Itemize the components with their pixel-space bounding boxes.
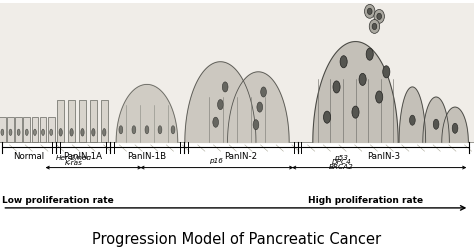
Ellipse shape [359,73,366,85]
Bar [32,117,38,142]
Bar [90,100,97,142]
Ellipse shape [352,106,359,118]
Ellipse shape [340,56,347,68]
Ellipse shape [102,129,106,136]
Bar [68,100,75,142]
Ellipse shape [333,81,340,93]
Ellipse shape [222,82,228,92]
Text: p16: p16 [209,158,223,164]
Bar [79,100,86,142]
Ellipse shape [372,23,377,30]
Ellipse shape [59,129,63,136]
Polygon shape [228,72,289,142]
Ellipse shape [369,19,380,34]
Text: DPC4: DPC4 [331,159,351,165]
Bar [48,117,55,142]
Ellipse shape [70,129,73,136]
Polygon shape [116,84,178,142]
Text: Normal: Normal [14,152,45,162]
Polygon shape [313,42,398,142]
Text: Her-2/neu: Her-2/neu [55,155,91,161]
Bar [15,117,22,142]
Bar [0,117,6,142]
Ellipse shape [410,115,415,125]
Polygon shape [423,97,449,142]
Bar [0,3,474,142]
Ellipse shape [158,126,162,134]
Ellipse shape [218,100,223,110]
Polygon shape [399,87,426,142]
Text: Progression Model of Pancreatic Cancer: Progression Model of Pancreatic Cancer [92,232,382,247]
Ellipse shape [366,48,374,60]
Text: High proliferation rate: High proliferation rate [308,196,423,205]
Ellipse shape [81,129,84,136]
Ellipse shape [374,9,384,23]
Ellipse shape [257,102,263,112]
Text: PanIN-1B: PanIN-1B [128,152,166,162]
Ellipse shape [9,129,12,136]
Ellipse shape [367,8,372,15]
Bar [40,117,46,142]
Ellipse shape [365,4,375,18]
Polygon shape [442,107,468,142]
Ellipse shape [253,120,259,130]
Polygon shape [185,62,256,142]
Bar [101,100,108,142]
Text: PanIN-3: PanIN-3 [367,152,400,162]
Text: PanIN-1A: PanIN-1A [64,152,102,162]
Bar [23,117,30,142]
Ellipse shape [433,119,439,129]
Ellipse shape [26,129,28,136]
Bar [57,100,64,142]
Ellipse shape [452,123,458,133]
Ellipse shape [132,126,136,134]
Ellipse shape [323,111,331,123]
Ellipse shape [119,126,123,134]
Text: Low proliferation rate: Low proliferation rate [2,196,114,205]
Ellipse shape [377,13,382,20]
Text: PanIN-2: PanIN-2 [224,152,257,162]
Ellipse shape [375,91,383,103]
Text: BRCA2: BRCA2 [329,164,354,170]
Ellipse shape [383,66,390,78]
Ellipse shape [50,129,53,136]
Ellipse shape [213,117,219,127]
Ellipse shape [261,87,266,97]
Ellipse shape [145,126,149,134]
Ellipse shape [171,126,175,134]
Ellipse shape [91,129,95,136]
Ellipse shape [42,129,45,136]
Text: p53: p53 [334,154,348,161]
Bar [7,117,14,142]
Text: K-ras: K-ras [64,160,82,166]
Ellipse shape [17,129,20,136]
Ellipse shape [1,129,4,136]
Ellipse shape [34,129,36,136]
